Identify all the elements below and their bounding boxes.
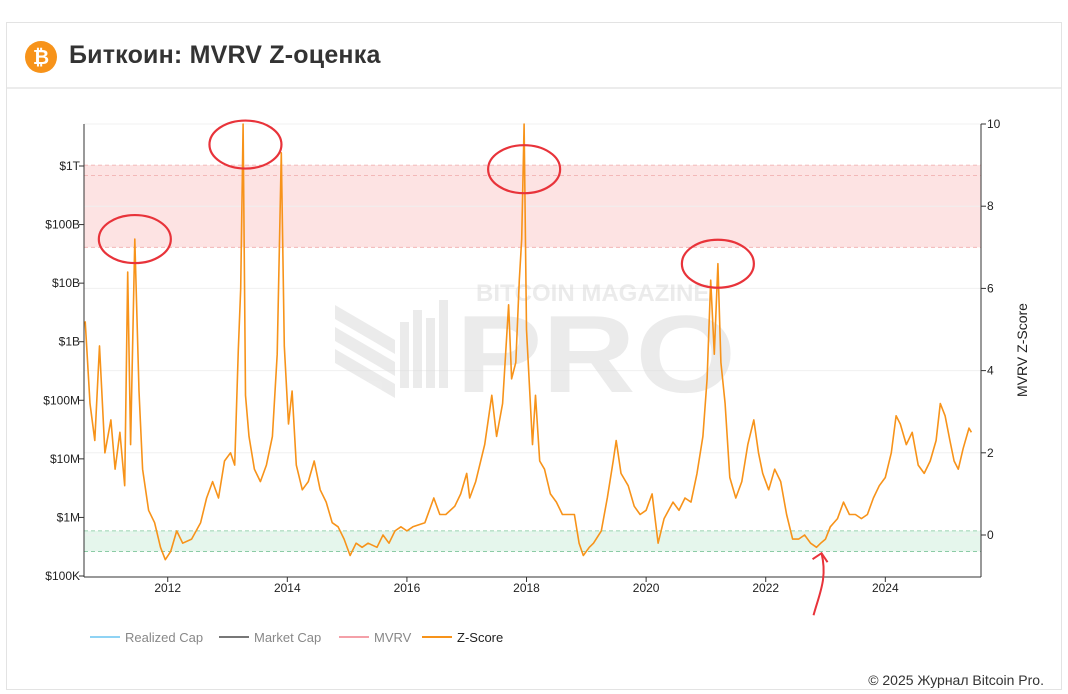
undervalued-zone xyxy=(84,530,981,552)
y-left-tick-label: $1T xyxy=(59,159,80,173)
x-tick-label: 2012 xyxy=(154,581,181,595)
y-right-tick-label: 6 xyxy=(987,281,994,295)
gridlines xyxy=(84,123,981,536)
y-right-tick-label: 10 xyxy=(987,117,1001,131)
x-tick-label: 2016 xyxy=(394,581,421,595)
footer-copyright: © 2025 Журнал Bitcoin Pro. xyxy=(868,672,1044,688)
annotation-arrow xyxy=(812,552,825,616)
legend-label[interactable]: MVRV xyxy=(374,630,412,645)
x-tick-label: 2014 xyxy=(274,581,301,595)
y-axis-right-label: MVRV Z-Score xyxy=(1014,303,1030,397)
x-tick-label: 2024 xyxy=(872,581,899,595)
y-axis-right-ticks: 0 2 4 6 8 10 xyxy=(981,117,1001,542)
y-left-tick-label: $100K xyxy=(45,569,80,583)
y-right-tick-label: 4 xyxy=(987,364,994,378)
legend-label[interactable]: Z-Score xyxy=(457,630,503,645)
y-left-tick-label: $10B xyxy=(52,276,80,290)
y-right-tick-label: 2 xyxy=(987,446,994,460)
y-left-tick-label: $1M xyxy=(57,510,80,524)
x-tick-label: 2018 xyxy=(513,581,540,595)
bitcoin-logo-icon: ₿ xyxy=(25,41,57,73)
y-left-tick-label: $100B xyxy=(45,218,80,232)
bitcoin-logo-symbol: ₿ xyxy=(32,45,50,69)
watermark-top-text: BITCOIN MAGAZINE xyxy=(476,280,709,307)
y-left-tick-label: $10M xyxy=(50,452,80,466)
y-left-tick-label: $1B xyxy=(59,335,80,349)
x-tick-label: 2022 xyxy=(752,581,779,595)
y-right-tick-label: 8 xyxy=(987,199,994,213)
watermark-main-text: PRO xyxy=(456,293,736,416)
y-axis-left-ticks: $100K $1M $10M $100M $1B $10B $100B $1T xyxy=(43,159,84,583)
watermark-logo-icon xyxy=(335,300,448,398)
annotations xyxy=(97,119,829,616)
chart-header: ₿ Биткоин: MVRV Z-оценка xyxy=(7,23,1061,89)
series-line-zscore[interactable] xyxy=(84,123,973,561)
y-left-tick-label: $100M xyxy=(43,393,80,407)
legend-label[interactable]: Market Cap xyxy=(254,630,321,645)
legend-label[interactable]: Realized Cap xyxy=(125,630,203,645)
annotation-circle xyxy=(97,213,172,265)
annotation-circle xyxy=(487,144,562,195)
annotation-circle xyxy=(680,238,755,289)
annotation-circle xyxy=(208,119,283,170)
watermark: BITCOIN MAGAZINE PRO xyxy=(335,280,736,416)
x-axis-ticks: 2012 2014 2016 2018 2020 2022 2024 xyxy=(154,577,899,595)
x-tick-label: 2020 xyxy=(633,581,660,595)
legend: Realized Cap Market Cap MVRV Z-Score xyxy=(90,630,503,645)
chart-title: Биткоин: MVRV Z-оценка xyxy=(69,41,381,69)
chart-card: ₿ Биткоин: MVRV Z-оценка xyxy=(6,22,1062,690)
annotation-arrow-head xyxy=(811,551,829,563)
y-right-tick-label: 0 xyxy=(987,528,994,542)
